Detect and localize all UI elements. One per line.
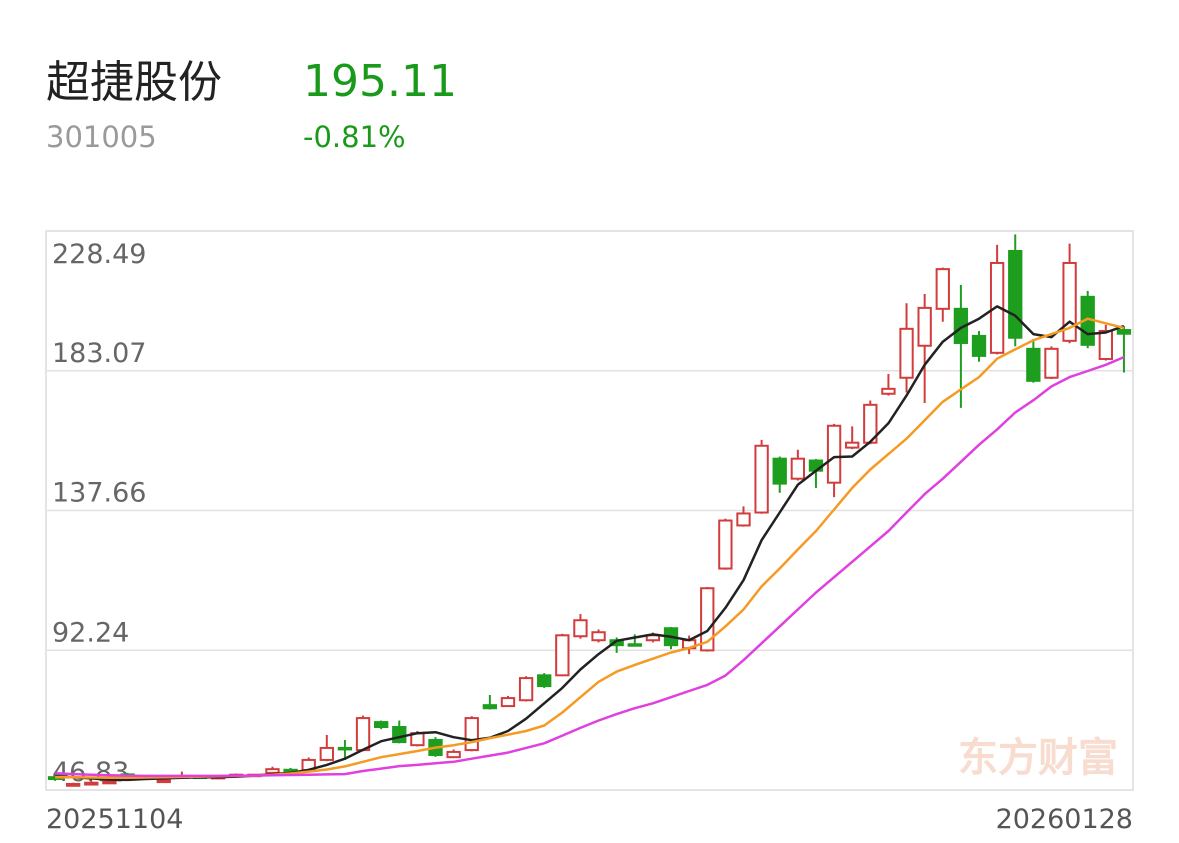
y-tick-label: 92.24 [52, 617, 129, 648]
moving-average-line [55, 305, 1125, 782]
candle-body [718, 519, 733, 570]
candle-body [156, 779, 171, 784]
candle-body [935, 268, 950, 310]
stock-price: 195.11 [303, 56, 457, 107]
candle-body [1026, 347, 1041, 382]
candle-body [392, 726, 407, 744]
stock-code: 301005 [46, 120, 157, 154]
watermark: 东方财富 [958, 735, 1118, 781]
candle-body [537, 674, 552, 688]
candle-body [971, 334, 987, 357]
y-tick-label: 137.66 [52, 478, 146, 509]
candle-body [899, 327, 914, 379]
candle-body [736, 512, 751, 527]
candle-body [102, 780, 117, 785]
candle-body [700, 587, 715, 652]
candle-body [917, 306, 932, 347]
candle-body [790, 457, 806, 480]
candle-body [446, 750, 461, 759]
candle-body [989, 261, 1005, 354]
candle-body [66, 782, 81, 787]
moving-average-line [55, 355, 1125, 778]
stock-name: 超捷股份 [46, 57, 222, 108]
candle-body [500, 697, 516, 708]
candle-body [627, 643, 642, 647]
candle-body [265, 768, 280, 774]
candle-body [482, 704, 498, 710]
candle-body [772, 457, 787, 485]
y-tick-label: 228.49 [52, 239, 146, 270]
candle-body [518, 677, 534, 702]
candle-body [591, 631, 606, 642]
candle-body [337, 746, 353, 751]
candle-body [1062, 261, 1077, 342]
candle-body [845, 441, 860, 449]
candle-body [319, 746, 334, 761]
candle-body [573, 619, 588, 638]
price-change: -0.81% [303, 120, 406, 154]
candle-body [373, 721, 389, 729]
x-tick-label: 20260128 [996, 804, 1133, 835]
candle-body [826, 424, 842, 484]
candle-body [1008, 249, 1023, 339]
candle-body [555, 634, 570, 677]
candle-body [881, 387, 896, 395]
candle-body [1098, 329, 1113, 360]
candle-body [355, 717, 371, 752]
candle-body [1044, 347, 1059, 379]
candle-body [84, 781, 99, 786]
candle-body [808, 459, 824, 472]
candle-body [1116, 329, 1132, 335]
candle-body [754, 444, 769, 514]
candle-body [283, 768, 298, 773]
y-tick-label: 183.07 [52, 338, 146, 369]
moving-average-line [55, 317, 1125, 780]
candle-body [464, 717, 479, 752]
x-tick-label: 20251104 [46, 804, 183, 835]
